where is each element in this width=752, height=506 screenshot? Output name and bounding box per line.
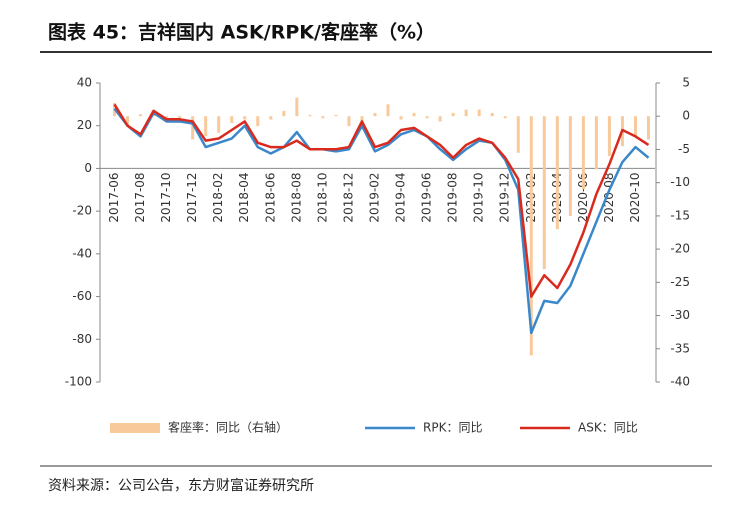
y2-tick-label: -20 — [670, 242, 690, 256]
bar — [425, 116, 429, 119]
x-tick-label: 2018-10 — [315, 172, 329, 222]
y2-tick-label: -30 — [670, 308, 690, 322]
bar — [230, 116, 234, 123]
bar — [347, 116, 351, 127]
bar — [581, 116, 585, 190]
x-tick-label: 2020-06 — [576, 172, 590, 222]
x-tick-label: 2018-04 — [237, 172, 251, 222]
y-tick-label: -60 — [72, 289, 92, 303]
x-tick-label: 2018-06 — [263, 172, 277, 222]
bar — [607, 116, 611, 157]
bar — [295, 97, 299, 117]
y-tick-label: -20 — [72, 204, 92, 218]
legend-swatch — [110, 423, 160, 433]
y-tick-label: -80 — [72, 332, 92, 346]
source: 资料来源：公司公告，东方财富证券研究所 — [48, 477, 314, 494]
bar — [399, 116, 403, 120]
legend-label: RPK：同比 — [423, 421, 482, 435]
bar — [282, 110, 286, 117]
bar — [503, 116, 507, 119]
x-tick-label: 2017-12 — [185, 172, 199, 222]
line — [113, 107, 650, 335]
bar — [191, 116, 195, 140]
bar — [321, 116, 325, 119]
bar — [269, 116, 273, 120]
y2-tick-label: -35 — [670, 341, 690, 355]
bar — [516, 116, 520, 153]
y-tick-label: 20 — [77, 118, 92, 132]
bar — [490, 112, 494, 117]
x-tick-label: 2020-10 — [628, 172, 642, 222]
y2-tick-label: 0 — [682, 109, 690, 123]
bar — [386, 104, 390, 117]
y2-tick-label: -10 — [670, 175, 690, 189]
bar — [633, 116, 637, 137]
x-tick-label: 2019-08 — [446, 172, 460, 222]
bar — [451, 112, 455, 117]
bar — [646, 116, 650, 140]
x-tick-label: 2018-12 — [341, 172, 355, 222]
bar — [594, 116, 598, 170]
x-tick-label: 2019-10 — [472, 172, 486, 222]
bar — [204, 116, 208, 137]
bar — [438, 116, 442, 122]
bar — [477, 109, 481, 117]
legend-label: 客座率：同比（右轴） — [168, 420, 288, 435]
x-tick-label: 2019-06 — [420, 172, 434, 222]
y-tick-label: 0 — [84, 161, 92, 175]
bar — [256, 116, 260, 127]
x-tick-label: 2018-02 — [211, 172, 225, 222]
bar — [412, 112, 416, 117]
bar — [217, 116, 221, 133]
y2-tick-label: -40 — [670, 375, 690, 389]
bar — [126, 116, 130, 127]
line — [113, 103, 650, 298]
x-tick-label: 2017-10 — [159, 172, 173, 222]
bar — [555, 116, 559, 230]
bar — [542, 116, 546, 270]
bar — [464, 109, 468, 117]
chart-title: 图表 45：吉祥国内 ASK/RPK/客座率（%） — [48, 21, 435, 44]
x-tick-label: 2017-06 — [107, 172, 121, 222]
bar — [568, 116, 572, 216]
x-tick-label: 2017-08 — [133, 172, 147, 222]
y2-tick-label: -5 — [678, 142, 690, 156]
bar — [529, 116, 533, 356]
y2-tick-label: -25 — [670, 275, 690, 289]
y-tick-label: -40 — [72, 246, 92, 260]
x-tick-label: 2018-08 — [289, 172, 303, 222]
y2-tick-label: 5 — [682, 76, 690, 90]
x-tick-label: 2019-04 — [394, 172, 408, 222]
y2-tick-label: -15 — [670, 208, 690, 222]
bar — [308, 114, 312, 117]
bar — [243, 116, 247, 120]
legend-label: ASK：同比 — [578, 421, 638, 435]
x-tick-label: 2019-12 — [498, 172, 512, 222]
y-tick-label: 40 — [77, 76, 92, 90]
bar — [139, 114, 143, 117]
y-tick-label: -100 — [65, 375, 92, 389]
x-tick-label: 2019-02 — [367, 172, 381, 222]
bar — [334, 114, 338, 117]
bar — [373, 112, 377, 117]
